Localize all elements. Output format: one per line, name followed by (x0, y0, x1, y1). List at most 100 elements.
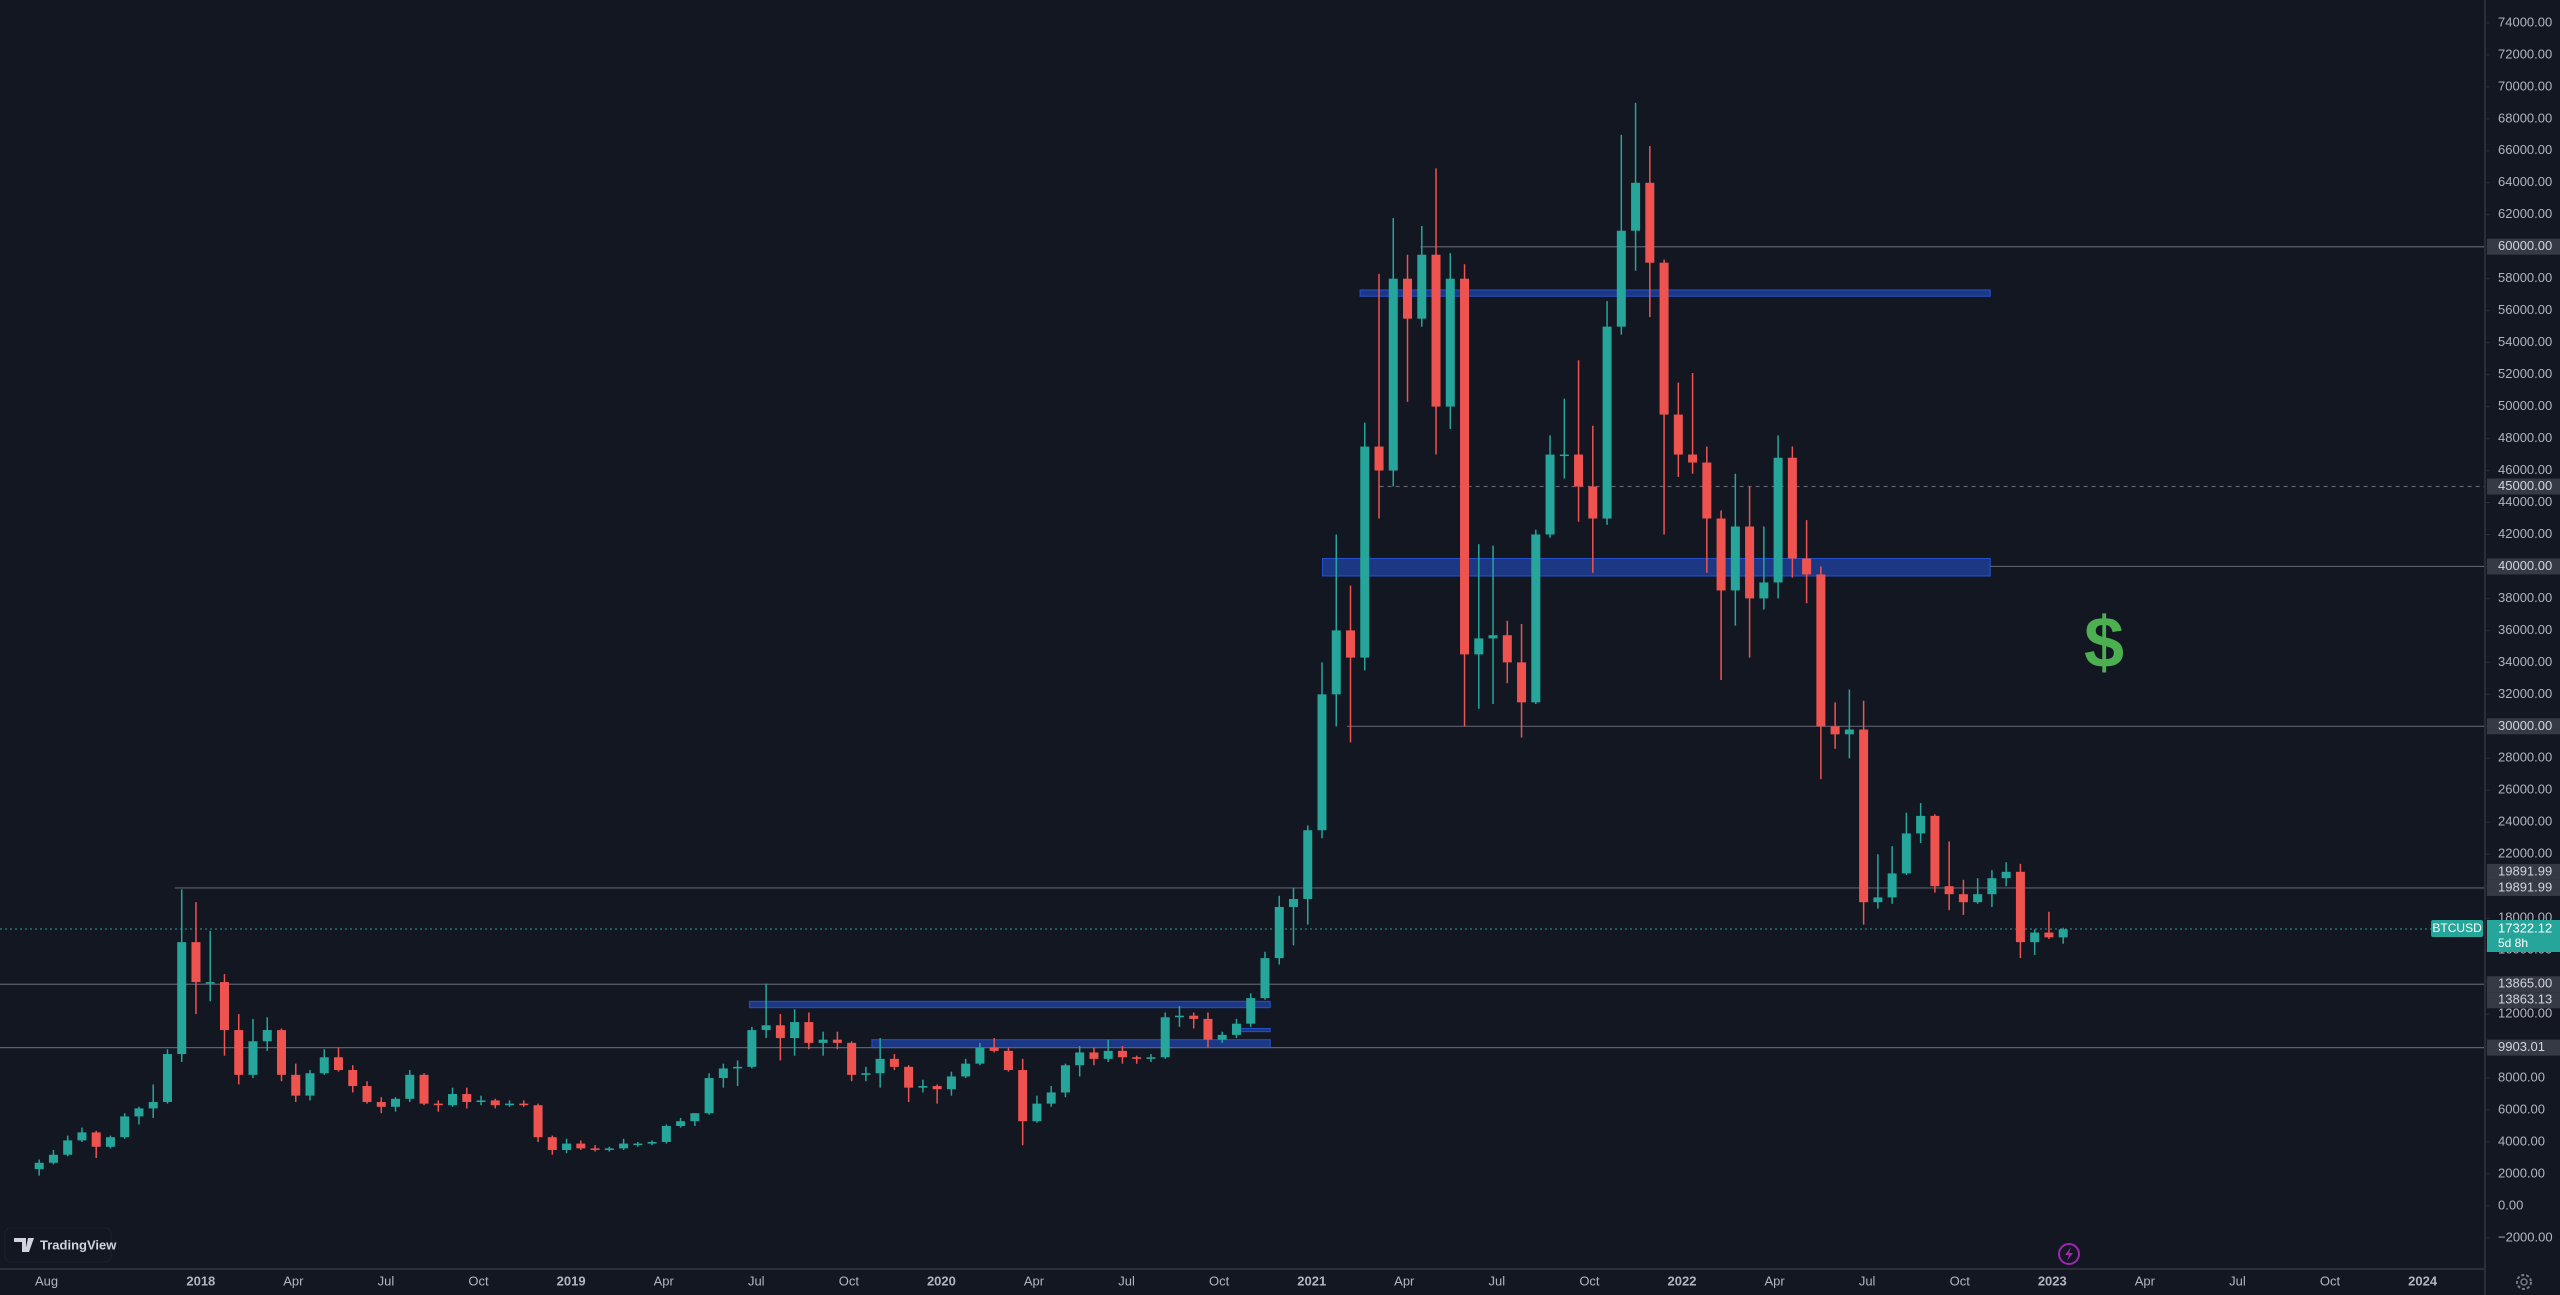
y-tick-label: 66000.00 (2498, 142, 2552, 157)
candle-body (77, 1132, 87, 1141)
candle-body (1973, 894, 1983, 903)
logo-text: TradingView (40, 1237, 117, 1252)
candle-body (490, 1100, 500, 1106)
candle-body (619, 1143, 629, 1149)
price-label: 40000.00 (2498, 558, 2552, 573)
candle-body (961, 1063, 971, 1077)
candle-body (832, 1039, 842, 1043)
zone (1240, 1027, 1271, 1033)
price-label-box (2487, 238, 2560, 255)
logo-box (4, 1227, 112, 1263)
x-tick-label: Oct (468, 1273, 489, 1288)
candle-body (191, 942, 201, 983)
x-tick-label: 2019 (557, 1273, 586, 1288)
candle-body (1075, 1052, 1085, 1066)
candle-body (576, 1143, 586, 1149)
candle-body (291, 1074, 301, 1096)
candle-body (1260, 958, 1270, 999)
candle-body (818, 1039, 828, 1043)
candle-body (1958, 894, 1968, 903)
candle-body (547, 1137, 557, 1150)
candle-body (1745, 526, 1755, 599)
y-tick-label: 32000.00 (2498, 686, 2552, 701)
candle-body (1759, 582, 1769, 599)
candle-body (733, 1066, 743, 1069)
symbol-label: BTCUSD (2432, 921, 2482, 935)
settings-icon[interactable] (2516, 1274, 2532, 1290)
y-tick-label: 68000.00 (2498, 110, 2552, 125)
candle-body (1317, 694, 1327, 831)
candle-body (1160, 1017, 1170, 1058)
price-label: 19891.99 (2498, 863, 2552, 878)
last-price-box (2487, 920, 2560, 953)
candle-body (1716, 518, 1726, 591)
symbol-box (2431, 920, 2484, 938)
zones (748, 289, 1991, 1049)
y-tick-label: 38000.00 (2498, 590, 2552, 605)
candle-body (1673, 414, 1683, 455)
candle-body (690, 1113, 700, 1122)
candle-body (1474, 638, 1484, 655)
candle-body (1146, 1057, 1156, 1059)
x-tick-label: 2023 (2038, 1273, 2067, 1288)
candle-body (334, 1057, 344, 1071)
candle-body (1930, 815, 1940, 887)
candle-body (790, 1022, 800, 1039)
candle-body (932, 1086, 942, 1090)
candle-body (704, 1078, 714, 1114)
zone (1321, 557, 1991, 577)
price-label: 13863.13 (2498, 992, 2552, 1007)
price-label: 45000.00 (2498, 478, 2552, 493)
y-tick-label: 26000.00 (2498, 782, 2552, 797)
candle-body (533, 1105, 543, 1138)
candle-body (661, 1125, 671, 1142)
candle-body (2001, 871, 2011, 879)
dollar-icon[interactable]: $ (2084, 603, 2124, 683)
levels (0, 246, 2485, 1049)
candle-body (918, 1086, 928, 1088)
candle-body (747, 1030, 757, 1067)
x-tick-label: Jul (378, 1273, 395, 1288)
x-tick-label: Jul (1118, 1273, 1135, 1288)
candle-body (276, 1030, 286, 1075)
y-tick-label: 50000.00 (2498, 398, 2552, 413)
candle-body (1303, 830, 1313, 899)
gear-outer (2516, 1274, 2532, 1290)
y-tick-label: 4000.00 (2498, 1133, 2545, 1148)
candle-body (1046, 1092, 1056, 1104)
tradingview-logo[interactable]: TradingView (4, 1227, 117, 1263)
candle-body (1702, 462, 1712, 519)
candle-body (1559, 454, 1569, 457)
y-tick-label: 6000.00 (2498, 1101, 2545, 1116)
x-tick-label: Apr (654, 1273, 675, 1288)
x-tick-label: Oct (1579, 1273, 1600, 1288)
x-tick-label: Oct (1209, 1273, 1230, 1288)
candle-body (1787, 457, 1797, 559)
candle-body (319, 1057, 329, 1074)
candle-body (376, 1102, 386, 1107)
y-tick-label: 72000.00 (2498, 46, 2552, 61)
candle-body (1944, 886, 1954, 895)
candle-body (1901, 833, 1911, 874)
x-tick-label: 2024 (2408, 1273, 2438, 1288)
candle-body (1246, 998, 1256, 1024)
y-tick-label: 42000.00 (2498, 526, 2552, 541)
candle-body (1873, 897, 1883, 903)
candle-body (847, 1042, 857, 1075)
x-tick-label: Jul (748, 1273, 765, 1288)
candle-body (1274, 906, 1284, 959)
candle-body (875, 1058, 885, 1074)
y-tick-label: 46000.00 (2498, 462, 2552, 477)
candle-body (1531, 534, 1541, 703)
lightning-icon[interactable] (2058, 1243, 2080, 1265)
axes: −2000.00 0.00 2000.00 4000.00 6000.00 8000.00… (35, 14, 2553, 1288)
x-tick-label: Jul (2229, 1273, 2246, 1288)
price-label: 9903.01 (2498, 1039, 2545, 1054)
candle-body (861, 1073, 871, 1075)
candle-body (1730, 526, 1740, 591)
candle-body (1331, 630, 1341, 695)
candle-body (989, 1047, 999, 1051)
candle-body (1060, 1065, 1070, 1093)
